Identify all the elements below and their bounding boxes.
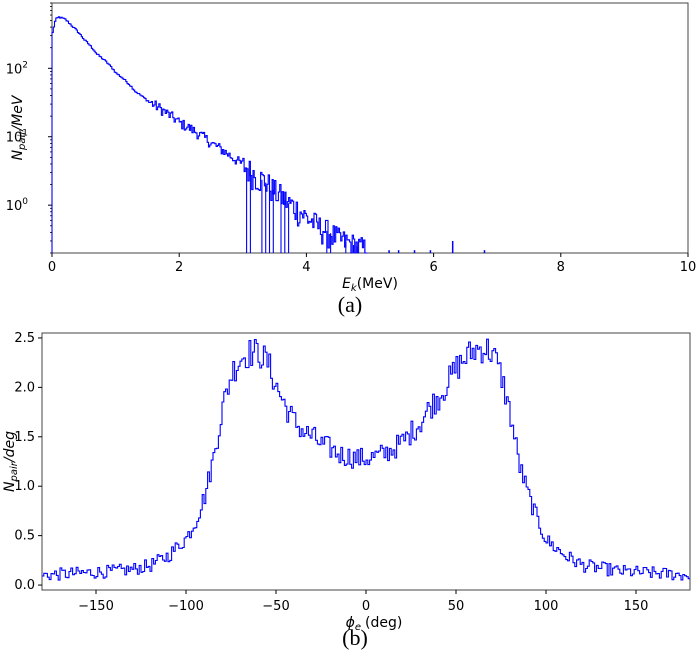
panel-b: −150 −100 −50 0 50 100 150 0.0 0.5 1.0 1.5 2.0 2.5 ϕe… (2, 331, 691, 650)
x-tick-label-b: −50 (262, 599, 289, 614)
series-line-b (42, 338, 690, 581)
x-tick-label-a: 2 (175, 260, 183, 275)
series-line-a (51, 16, 368, 254)
y-tick-label-b: 1.0 (14, 479, 35, 494)
plot-frame-a (51, 2, 689, 254)
x-label-symbol: ϕ (346, 615, 355, 631)
y-label-sub: pair (17, 130, 28, 151)
y-tick-label-a: 101 (6, 129, 28, 146)
y-tick-label-b: 2.5 (14, 331, 35, 346)
x-tick-label-a: 0 (48, 260, 56, 275)
y-tick-base: 10 (6, 199, 23, 214)
x-tick-label-a: 10 (680, 260, 697, 275)
y-label-symbol: N (2, 481, 18, 492)
y-label-sub: pair (9, 461, 20, 482)
x-label-sub: k (351, 283, 358, 294)
x-tick-label-b: −150 (78, 599, 114, 614)
y-tick-label-b: 1.5 (14, 430, 35, 445)
y-tick-base: 10 (6, 131, 23, 146)
x-tick-label-b: 150 (624, 599, 649, 614)
x-label-symbol: E (342, 276, 351, 292)
x-tick-label-b: −100 (168, 599, 204, 614)
x-tick-label-b: 0 (362, 599, 370, 614)
y-axis-label-a: Npair/MeV (10, 94, 28, 160)
y-tick-exp: 0 (22, 197, 28, 207)
x-tick-label-a: 6 (429, 260, 437, 275)
x-axis-label-b: ϕe (deg) (346, 615, 403, 633)
y-label-symbol: N (10, 149, 26, 160)
y-tick-label-b: 0.0 (14, 578, 35, 593)
x-axis-label-a: Ek(MeV) (342, 276, 398, 294)
y-tick-exp: 1 (22, 129, 28, 139)
panel-label-a: (a) (338, 292, 362, 317)
y-tick-label-b: 0.5 (14, 529, 35, 544)
x-tick-label-b: 50 (448, 599, 465, 614)
y-tick-label-a: 100 (6, 197, 29, 214)
x-tick-label-a: 8 (557, 260, 565, 275)
y-tick-label-a: 102 (6, 60, 28, 77)
y-tick-base: 10 (6, 62, 23, 77)
x-label-unit: (deg) (365, 615, 402, 631)
x-tick-label-b: 100 (534, 599, 559, 614)
y-axis-label-b: Npair/deg (2, 431, 20, 492)
y-tick-label-b: 2.0 (14, 380, 35, 395)
y-tick-exp: 2 (22, 60, 28, 70)
x-label-sub: e (355, 622, 361, 633)
x-tick-label-a: 4 (302, 260, 310, 275)
y-label-unit: /MeV (10, 94, 26, 132)
y-label-unit: /deg (2, 431, 18, 464)
panel-label-b: (b) (342, 625, 368, 650)
x-label-unit: (MeV) (357, 276, 398, 292)
